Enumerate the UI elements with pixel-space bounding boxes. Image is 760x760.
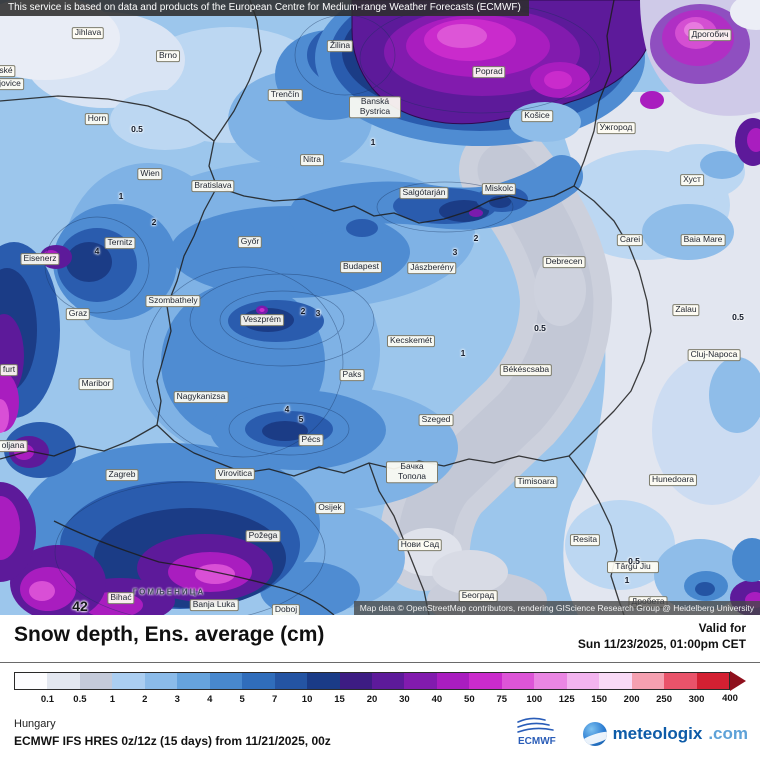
scale-tick-label: 10 (301, 694, 313, 705)
logo-row: ECMWF meteologix .com (513, 715, 748, 752)
scale-segment: 2 (142, 673, 178, 705)
color-scale-arrow-wrap: 400 (722, 671, 746, 704)
meteologix-logo[interactable]: meteologix .com (582, 721, 748, 746)
scale-tick-label: 3 (174, 694, 180, 705)
brand-tld: .com (708, 723, 748, 743)
scale-tick-label: 30 (399, 694, 410, 705)
scale-segment: 300 (689, 673, 729, 705)
scale-tick-label: 15 (334, 694, 345, 705)
scale-segment: 0.1 (41, 673, 80, 705)
scale-tick-label: 250 (656, 694, 672, 705)
scale-tick-label: 0.1 (40, 694, 55, 705)
scale-segment: 5 (240, 673, 275, 705)
scale-tick-label: 75 (496, 694, 508, 705)
scale-segment: 15 (334, 673, 372, 705)
scale-tick-label: 100 (526, 694, 543, 705)
scale-segment: 200 (624, 673, 665, 705)
scale-segment: 125 (559, 673, 600, 705)
map-attribution: Map data © OpenStreetMap contributors, r… (353, 601, 760, 615)
valid-for-label: Valid for (698, 621, 746, 635)
scale-segment: 10 (302, 673, 340, 705)
scale-segment: 75 (497, 673, 535, 705)
panel-divider (0, 662, 760, 663)
scale-tick-label: 125 (558, 694, 575, 705)
legend-title: Snow depth, Ens. average (cm) (14, 623, 325, 646)
footer-info: Hungary ECMWF IFS HRES 0z/12z (15 days) … (14, 718, 331, 748)
scale-segment: 1 (110, 673, 145, 705)
scale-tick-label: 300 (688, 694, 705, 705)
scale-segment: 20 (367, 673, 405, 705)
snow-depth-raster (0, 0, 760, 615)
color-scale: 0.1 0.5 1 2 3 4 5 7 10 15 20 30 40 50 75 100 125 150 200 25… (14, 671, 746, 705)
footer-model-info: ECMWF IFS HRES 0z/12z (15 days) from 11/… (14, 734, 331, 748)
scale-segment: 40 (432, 673, 470, 705)
scale-tick-label: 40 (431, 694, 443, 705)
color-scale-arrow (730, 671, 746, 691)
valid-time-block: Valid for Sun 11/23/2025, 01:00pm CET (578, 621, 746, 651)
map-canvas[interactable]: Jihlava Brno Žilina Trenčín Poprad Banská Bys… (0, 0, 760, 615)
scale-tick-label: 20 (366, 694, 378, 705)
ecmwf-logo-text: ECMWF (518, 736, 556, 747)
scale-tick-label: 7 (271, 694, 278, 705)
scale-segment: 0.5 (73, 673, 113, 705)
scale-segment: 3 (175, 673, 210, 705)
scale-tick-label: 1 (109, 694, 116, 705)
scale-tick-label: 50 (464, 694, 475, 705)
color-scale-bar: 0.1 0.5 1 2 3 4 5 7 10 15 20 30 40 50 75 100 125 150 200 25… (14, 672, 730, 705)
meteologix-globe-icon (582, 721, 607, 746)
ecmwf-logo[interactable]: ECMWF (513, 715, 569, 752)
scale-tick-label: 0.5 (73, 694, 87, 705)
legend-panel: Snow depth, Ens. average (cm) Valid for … (0, 615, 760, 760)
scale-tick-label: 200 (623, 694, 640, 705)
scale-tick-label: 150 (591, 694, 608, 705)
scale-segment (15, 673, 48, 689)
scale-segment: 150 (591, 673, 632, 705)
scale-tick-label: 4 (207, 694, 213, 705)
scale-segment: 100 (526, 673, 567, 705)
scale-tick-label: 5 (239, 694, 245, 705)
scale-segment: 7 (272, 673, 308, 705)
footer-region: Hungary (14, 718, 56, 730)
scale-tick-label: 400 (722, 693, 738, 704)
scale-segment: 50 (464, 673, 502, 705)
scale-segment: 4 (207, 673, 243, 705)
scale-tick-label: 2 (142, 694, 148, 705)
scale-segment: 250 (656, 673, 697, 705)
valid-datetime: Sun 11/23/2025, 01:00pm CET (577, 637, 746, 651)
brand-name: meteologix (612, 723, 703, 743)
scale-segment: 30 (399, 673, 437, 705)
country-borders (0, 0, 652, 615)
ecmwf-service-banner: This service is based on data and produc… (0, 0, 529, 16)
